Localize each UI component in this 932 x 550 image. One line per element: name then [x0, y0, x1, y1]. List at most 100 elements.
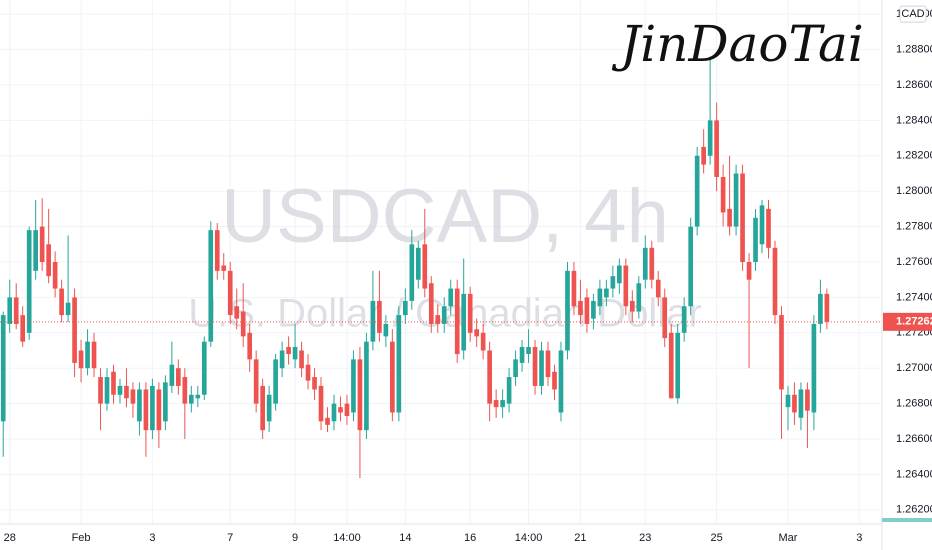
- candle-body: [279, 350, 285, 369]
- y-tick-label: 1.26800: [896, 398, 932, 410]
- candle-body: [286, 346, 291, 355]
- candle-body: [681, 306, 687, 333]
- candle-body: [617, 265, 622, 284]
- watermark-title: USDCAD, 4h: [221, 174, 669, 259]
- candle-body: [746, 262, 752, 280]
- candle-body: [227, 270, 233, 316]
- candle-body: [85, 341, 90, 369]
- candle-body: [558, 350, 564, 413]
- x-tick-label: 3: [149, 532, 155, 544]
- candle-body: [668, 332, 674, 399]
- candle-body: [545, 350, 551, 378]
- candle-body: [415, 247, 421, 280]
- candle-body: [500, 400, 505, 408]
- candle-body: [584, 297, 590, 324]
- candle-body: [759, 205, 765, 245]
- candle-body: [169, 364, 175, 386]
- candle-body: [753, 217, 758, 262]
- candle-body: [532, 346, 538, 386]
- candle-body: [305, 364, 311, 381]
- candle-body: [740, 173, 745, 262]
- candle-body: [318, 385, 324, 422]
- candle-body: [253, 359, 259, 404]
- y-tick-label: 1.28600: [896, 79, 932, 91]
- candle-body: [448, 288, 454, 307]
- signature: JinDaoTai: [611, 15, 864, 73]
- candle-body: [39, 226, 45, 262]
- candle-body: [214, 230, 220, 271]
- candle-body: [506, 377, 512, 404]
- candle-body: [597, 288, 603, 307]
- candle-body: [150, 385, 155, 431]
- candle-body: [260, 385, 265, 431]
- candle-body: [675, 332, 681, 399]
- candle-body: [720, 177, 726, 213]
- candle-body: [111, 371, 116, 395]
- currency-box: [899, 5, 927, 23]
- x-tick-label: 28: [4, 532, 16, 544]
- scale-indicator: [882, 518, 932, 522]
- candle-body: [104, 377, 110, 404]
- candle-body: [707, 120, 713, 156]
- candle-body: [176, 368, 181, 386]
- candle-body: [26, 230, 32, 333]
- y-tick-label: 1.28000: [896, 185, 932, 197]
- candle-body: [221, 265, 227, 271]
- candles: [0, 56, 882, 478]
- y-tick-label: 1.27600: [896, 256, 932, 268]
- candle-body: [785, 394, 791, 408]
- x-tick-label: Mar: [778, 532, 797, 544]
- candle-body: [798, 389, 804, 418]
- candle-body: [7, 297, 13, 324]
- candle-body: [273, 359, 278, 404]
- x-tick-label: 9: [292, 532, 298, 544]
- candle-body: [59, 288, 64, 316]
- candle-body: [117, 385, 123, 395]
- candle-body: [422, 244, 428, 289]
- x-tick-label: 14:00: [515, 532, 543, 544]
- last-price-label: 1.27262: [896, 316, 932, 328]
- candle-body: [338, 407, 343, 413]
- candle-body: [629, 300, 635, 312]
- candle-body: [571, 270, 577, 307]
- x-tick-label: Feb: [72, 532, 91, 544]
- candle-body: [208, 230, 214, 342]
- x-tick-label: 7: [227, 532, 233, 544]
- candle-body: [396, 315, 402, 413]
- y-tick-label: 1.28200: [896, 150, 932, 162]
- y-tick-label: 1.28800: [896, 43, 932, 55]
- candle-body: [383, 323, 389, 337]
- candle-body: [364, 341, 369, 431]
- candle-body: [292, 346, 298, 360]
- candle-body: [156, 389, 162, 431]
- candle-body: [688, 226, 694, 307]
- candle-body: [811, 323, 817, 413]
- candle-body: [526, 346, 531, 355]
- candle-body: [91, 341, 97, 369]
- candle-body: [234, 306, 240, 319]
- candle-body: [240, 311, 246, 337]
- candle-body: [402, 300, 408, 316]
- candle-body: [694, 155, 700, 227]
- candle-body: [441, 306, 447, 324]
- candle-body: [552, 371, 557, 390]
- candle-body: [649, 247, 655, 280]
- candle-body: [52, 262, 58, 289]
- candle-body: [351, 359, 356, 413]
- x-tick-label: 25: [711, 532, 723, 544]
- last-price-box: [883, 312, 932, 331]
- x-tick-label: 16: [464, 532, 476, 544]
- candle-body: [565, 270, 570, 351]
- y-tick-label: 1.26200: [896, 504, 932, 516]
- candle-body: [163, 382, 168, 422]
- candle-body: [714, 120, 719, 178]
- candle-body: [591, 300, 596, 319]
- candle-body: [182, 377, 188, 404]
- candle-body: [98, 377, 103, 404]
- candle-body: [733, 173, 739, 227]
- x-tick-label: 14:00: [333, 532, 361, 544]
- candle-body: [65, 302, 71, 316]
- candle-body: [805, 389, 810, 411]
- candle-body: [519, 346, 525, 363]
